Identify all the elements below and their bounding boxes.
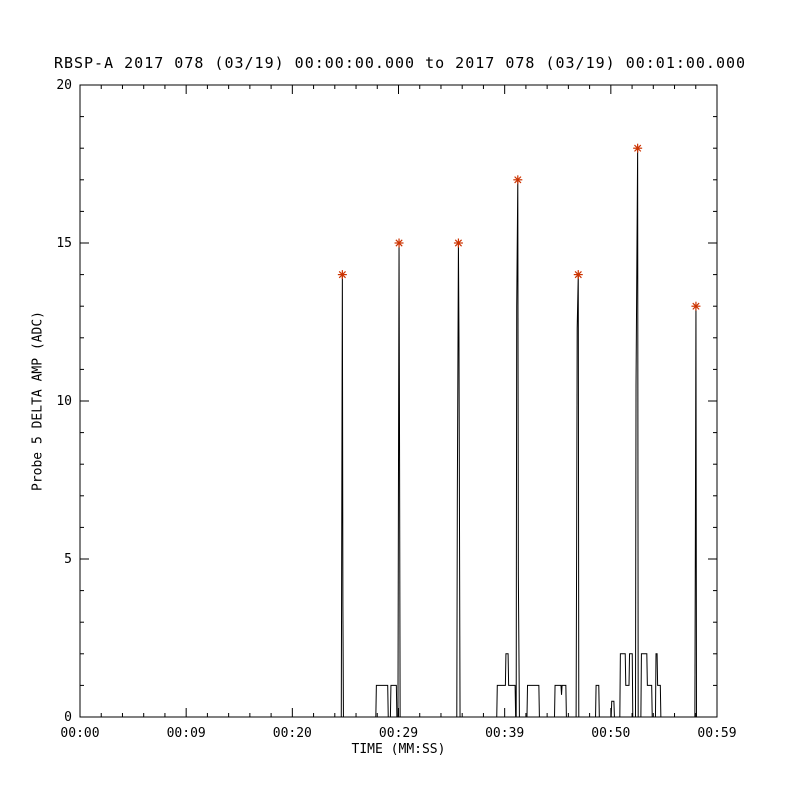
x-tick-label: 00:59 <box>697 726 736 741</box>
asterisk-marker-icon <box>513 175 523 185</box>
asterisk-marker-icon <box>633 143 643 153</box>
asterisk-marker-icon <box>394 238 404 248</box>
plot-title: RBSP-A 2017 078 (03/19) 00:00:00.000 to … <box>53 54 747 72</box>
asterisk-marker-icon <box>691 301 701 311</box>
y-tick-label: 0 <box>64 710 72 725</box>
peak-markers <box>337 143 701 311</box>
x-tick-label: 00:20 <box>273 726 312 741</box>
y-tick-label: 20 <box>56 78 72 93</box>
asterisk-marker-icon <box>573 270 583 280</box>
y-tick-label: 15 <box>56 236 72 251</box>
x-tick-label: 00:29 <box>379 726 418 741</box>
axis-ticks <box>79 84 718 718</box>
x-axis-label: TIME (MM:SS) <box>351 742 446 757</box>
x-tick-label: 00:09 <box>167 726 206 741</box>
data-line <box>80 148 717 718</box>
x-tick-label: 00:39 <box>485 726 524 741</box>
tick-labels: 00:00 00:09 00:20 00:29 00:39 00:50 00:59 0 5 10 1… <box>56 78 736 741</box>
x-tick-label: 00:00 <box>60 726 99 741</box>
y-tick-label: 10 <box>56 394 72 409</box>
asterisk-marker-icon <box>453 238 463 248</box>
x-tick-label: 00:50 <box>591 726 630 741</box>
asterisk-marker-icon <box>337 270 347 280</box>
y-tick-label: 5 <box>64 552 72 567</box>
